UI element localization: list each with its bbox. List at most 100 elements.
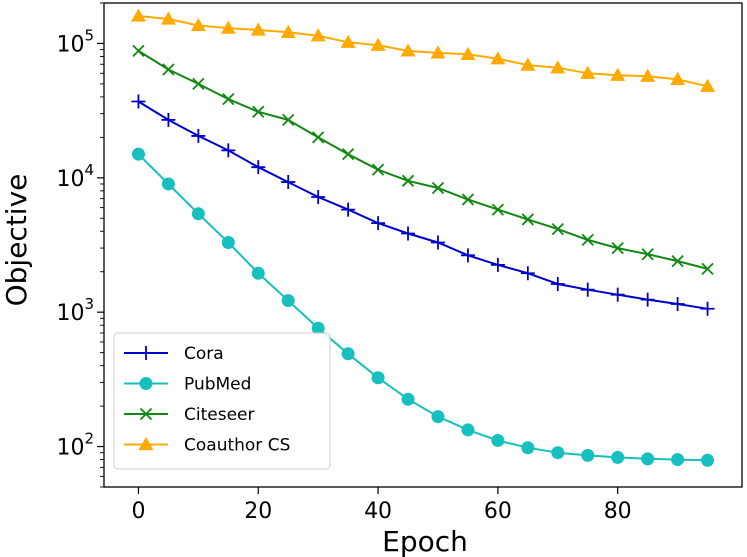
x-marker xyxy=(371,163,385,176)
x-tick-label: 80 xyxy=(604,499,632,524)
y-tick-label: 103 xyxy=(56,295,94,326)
plus-marker xyxy=(221,143,236,158)
x-marker xyxy=(521,213,534,226)
circle-marker xyxy=(491,433,505,447)
x-marker xyxy=(312,131,325,144)
circle-marker xyxy=(431,410,445,424)
plus-marker xyxy=(401,226,416,241)
x-marker xyxy=(282,113,295,126)
plus-marker xyxy=(700,301,715,316)
triangle-marker xyxy=(130,8,146,22)
series-line xyxy=(137,50,708,270)
legend-item: Citeseer xyxy=(124,405,254,425)
x-marker xyxy=(611,241,624,255)
circle-marker xyxy=(191,207,205,221)
triangle-marker xyxy=(138,437,154,451)
triangle-marker xyxy=(340,34,356,48)
y-tick-exponent: 5 xyxy=(84,26,94,44)
x-axis: 0 20 40 60 80 xyxy=(131,487,632,524)
y-tick-base: 10 xyxy=(56,32,84,57)
circle-marker xyxy=(521,441,535,455)
series-cora xyxy=(131,94,715,316)
series-pubmed xyxy=(131,147,715,467)
triangle-marker xyxy=(250,22,266,36)
plus-marker xyxy=(460,248,475,263)
circle-marker xyxy=(341,347,355,361)
x-marker xyxy=(139,407,153,421)
legend-label: Citeseer xyxy=(184,405,254,425)
triangle-marker xyxy=(700,78,716,92)
plus-marker xyxy=(131,94,146,109)
plus-marker xyxy=(281,175,296,190)
x-tick-label: 0 xyxy=(131,499,145,524)
x-tick-label: 20 xyxy=(244,499,272,524)
plus-marker xyxy=(341,202,356,217)
x-marker xyxy=(222,93,235,106)
circle-marker xyxy=(251,266,265,280)
x-marker xyxy=(491,203,505,216)
series-layer xyxy=(130,8,716,467)
legend-box xyxy=(113,332,331,470)
plus-marker xyxy=(490,257,505,272)
y-tick-exponent: 2 xyxy=(84,430,94,448)
circle-marker xyxy=(551,446,565,460)
legend: Cora PubMed Citeseer Coauthor CS xyxy=(113,332,331,470)
plus-marker xyxy=(640,292,655,307)
plus-marker xyxy=(430,235,445,250)
y-axis-label: Objective xyxy=(0,174,33,307)
x-marker xyxy=(431,181,445,195)
x-marker xyxy=(132,44,145,58)
legend-label: Coauthor CS xyxy=(184,436,290,456)
x-marker xyxy=(252,105,265,118)
circle-marker xyxy=(131,147,145,161)
plus-marker xyxy=(520,266,535,281)
series-line xyxy=(138,15,708,88)
plus-marker xyxy=(139,346,153,360)
x-marker xyxy=(461,193,475,206)
y-tick-label: 102 xyxy=(56,430,94,461)
triangle-marker xyxy=(310,28,326,42)
series-coauthor-cs xyxy=(130,8,716,92)
x-marker xyxy=(641,248,654,261)
y-tick-label: 104 xyxy=(56,161,94,192)
y-tick-base: 10 xyxy=(56,436,84,461)
triangle-marker xyxy=(460,46,476,60)
circle-marker xyxy=(611,450,625,464)
plus-marker xyxy=(670,297,685,312)
circle-marker xyxy=(311,321,325,335)
x-marker xyxy=(701,262,714,276)
plus-marker xyxy=(580,282,595,297)
triangle-marker xyxy=(160,11,176,25)
x-marker xyxy=(671,254,684,268)
x-axis-label: Epoch xyxy=(382,525,468,557)
x-tick-label: 60 xyxy=(484,499,512,524)
triangle-marker xyxy=(430,45,446,59)
circle-marker xyxy=(281,294,295,308)
plot-area xyxy=(103,2,743,488)
triangle-marker xyxy=(610,67,626,81)
legend-label: PubMed xyxy=(184,375,251,395)
x-marker xyxy=(401,174,415,187)
legend-item: Cora xyxy=(124,344,224,364)
plot-border xyxy=(103,2,743,488)
triangle-marker xyxy=(670,71,686,86)
legend-item: PubMed xyxy=(124,375,251,395)
circle-marker xyxy=(221,236,235,250)
triangle-marker xyxy=(220,20,236,34)
triangle-marker xyxy=(640,68,656,82)
plus-marker xyxy=(610,287,625,302)
plus-marker xyxy=(161,112,176,127)
y-tick-base: 10 xyxy=(56,167,84,192)
circle-marker xyxy=(139,377,153,390)
triangle-marker xyxy=(550,60,566,74)
circle-marker xyxy=(371,371,385,385)
x-marker xyxy=(162,63,175,76)
plus-marker xyxy=(251,160,266,175)
triangle-marker xyxy=(370,37,386,51)
circle-marker xyxy=(581,448,595,462)
triangle-marker xyxy=(400,43,416,57)
y-tick-exponent: 3 xyxy=(84,295,94,313)
x-marker xyxy=(581,233,594,247)
